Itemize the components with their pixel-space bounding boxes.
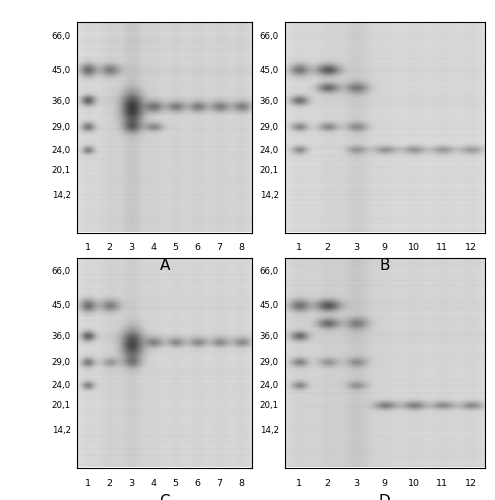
Text: 20,1: 20,1 (259, 401, 279, 410)
Text: 1: 1 (85, 478, 91, 488)
Text: 5: 5 (173, 244, 179, 252)
Text: 45,0: 45,0 (259, 302, 279, 310)
Text: 20,1: 20,1 (259, 166, 279, 175)
Text: 14,2: 14,2 (259, 191, 279, 200)
Text: 20,1: 20,1 (51, 166, 71, 175)
Text: 6: 6 (195, 478, 200, 488)
Text: 29,0: 29,0 (260, 358, 279, 367)
Text: 3: 3 (129, 244, 135, 252)
Text: 66,0: 66,0 (259, 32, 279, 40)
Text: 2: 2 (107, 244, 113, 252)
Text: 66,0: 66,0 (259, 266, 279, 276)
Text: 2: 2 (107, 478, 113, 488)
Text: 36,0: 36,0 (259, 332, 279, 341)
Text: 6: 6 (195, 244, 200, 252)
Text: 8: 8 (239, 244, 245, 252)
Text: D: D (379, 494, 391, 500)
Text: 7: 7 (216, 478, 222, 488)
Text: 4: 4 (150, 244, 156, 252)
Text: 66,0: 66,0 (51, 32, 71, 40)
Text: 11: 11 (436, 478, 448, 488)
Text: 36,0: 36,0 (51, 96, 71, 106)
Text: 9: 9 (382, 478, 388, 488)
Text: 66,0: 66,0 (51, 266, 71, 276)
Text: 36,0: 36,0 (259, 96, 279, 106)
Text: 14,2: 14,2 (51, 191, 71, 200)
Text: 7: 7 (216, 244, 222, 252)
Text: 14,2: 14,2 (51, 426, 71, 435)
Text: 1: 1 (296, 478, 302, 488)
Text: 29,0: 29,0 (52, 358, 71, 367)
Text: 24,0: 24,0 (51, 381, 71, 390)
Text: 45,0: 45,0 (51, 66, 71, 76)
Text: 45,0: 45,0 (259, 66, 279, 76)
Text: 8: 8 (239, 478, 245, 488)
Text: 45,0: 45,0 (51, 302, 71, 310)
Text: A: A (159, 258, 170, 274)
Text: 2: 2 (325, 478, 331, 488)
Text: 29,0: 29,0 (260, 123, 279, 132)
Text: C: C (159, 494, 170, 500)
Text: 4: 4 (150, 478, 156, 488)
Text: 10: 10 (407, 244, 419, 252)
Text: 3: 3 (353, 244, 359, 252)
Text: 14,2: 14,2 (259, 426, 279, 435)
Text: 20,1: 20,1 (51, 401, 71, 410)
Text: 1: 1 (296, 244, 302, 252)
Text: 24,0: 24,0 (51, 146, 71, 155)
Text: 24,0: 24,0 (259, 381, 279, 390)
Text: 12: 12 (465, 478, 477, 488)
Text: 2: 2 (325, 244, 331, 252)
Text: 12: 12 (465, 244, 477, 252)
Text: 9: 9 (382, 244, 388, 252)
Text: 24,0: 24,0 (259, 146, 279, 155)
Text: 10: 10 (407, 478, 419, 488)
Text: 1: 1 (85, 244, 91, 252)
Text: 3: 3 (353, 478, 359, 488)
Text: 29,0: 29,0 (52, 123, 71, 132)
Text: B: B (380, 258, 390, 274)
Text: 11: 11 (436, 244, 448, 252)
Text: 5: 5 (173, 478, 179, 488)
Text: 3: 3 (129, 478, 135, 488)
Text: 36,0: 36,0 (51, 332, 71, 341)
